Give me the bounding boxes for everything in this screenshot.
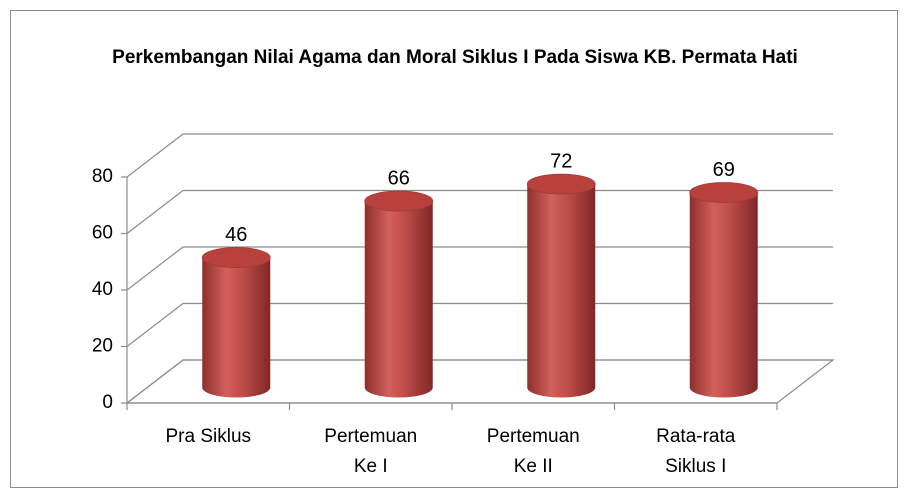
bar xyxy=(201,247,271,398)
bar-top xyxy=(689,182,759,203)
x-tick-label: Pertemuan Ke II xyxy=(486,426,580,477)
y-tick-label: 0 xyxy=(102,392,113,413)
x-tick-label: Pertemuan Ke I xyxy=(324,426,418,477)
grid-line xyxy=(126,302,833,347)
bar xyxy=(364,190,434,398)
grid-line xyxy=(126,133,833,178)
y-tick-label: 40 xyxy=(92,279,113,300)
grid-line xyxy=(126,189,833,234)
chart-title: Perkembangan Nilai Agama dan Moral Siklu… xyxy=(112,47,798,68)
y-tick-label: 60 xyxy=(92,223,113,244)
bar xyxy=(689,182,759,398)
x-tick-label: Rata-rata Siklus I xyxy=(656,426,736,477)
chart-border xyxy=(10,10,898,488)
value-label: 66 xyxy=(388,167,410,189)
bar-body xyxy=(689,192,758,398)
x-tick-label: Pra Siklus xyxy=(165,426,252,447)
grid-line xyxy=(126,359,833,404)
y-tick-label: 20 xyxy=(92,336,113,357)
bar-body xyxy=(527,184,596,398)
bar-body xyxy=(364,201,433,398)
value-label: 69 xyxy=(713,159,735,181)
bar-body xyxy=(202,257,271,398)
value-label: 72 xyxy=(550,150,572,172)
y-tick-label: 80 xyxy=(92,166,113,187)
grid-line xyxy=(126,246,833,291)
bar-top xyxy=(201,247,271,268)
bar-top xyxy=(526,173,596,195)
bar xyxy=(526,173,596,398)
bar-top xyxy=(364,190,434,212)
value-label: 46 xyxy=(225,224,247,246)
